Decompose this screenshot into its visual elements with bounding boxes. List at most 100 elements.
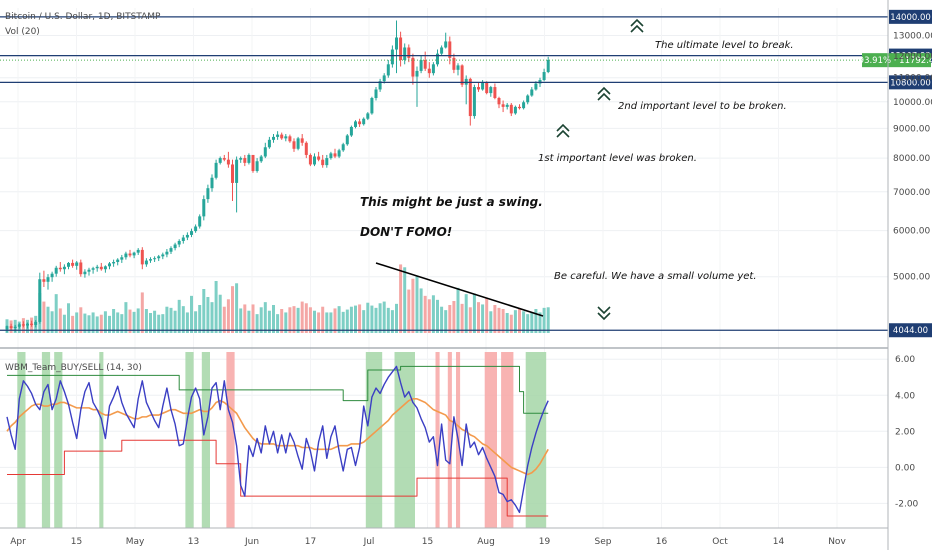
volume-bar: [501, 309, 505, 333]
annotation-ultimate: The ultimate level to break.: [655, 40, 794, 51]
time-tick-label: Jul: [363, 537, 375, 547]
volume-bar: [489, 311, 493, 333]
candle-body: [411, 57, 415, 77]
candle-body: [518, 106, 521, 109]
volume-bar: [358, 304, 362, 333]
candle-body: [448, 41, 452, 58]
candle-body: [399, 37, 403, 60]
volume-bar: [497, 307, 501, 333]
price-tick-label: 10000.00: [893, 98, 932, 108]
candle-body: [99, 266, 103, 270]
indicator-lower-line: [7, 439, 549, 517]
volume-bar: [378, 303, 382, 333]
volume-bar: [140, 292, 144, 333]
candle-body: [280, 134, 284, 139]
volume-bar: [382, 301, 386, 333]
volume-bar: [46, 306, 50, 333]
chevron-up-icon-stroke: [597, 86, 611, 95]
volume-bar: [329, 312, 333, 333]
candle-body: [407, 47, 411, 58]
indicator-tick-label: 0.00: [895, 463, 915, 473]
annotation-first: 1st important level was broken.: [538, 153, 697, 164]
candle-body: [5, 326, 9, 330]
price-tick-label: 13000.00: [893, 32, 932, 42]
volume-bar: [427, 299, 431, 333]
candle-body: [91, 268, 95, 270]
candle-body: [292, 141, 296, 149]
candle-body: [481, 82, 485, 90]
volume-bar: [67, 303, 70, 333]
time-tick-label: 14: [773, 537, 785, 547]
candle-body: [522, 102, 526, 109]
candle-body: [419, 59, 423, 71]
candle-body: [54, 267, 58, 274]
candle-body: [153, 258, 157, 260]
candle-body: [149, 259, 152, 261]
buy-zone: [41, 352, 51, 528]
candle-body: [17, 324, 21, 327]
time-tick-label: 15: [422, 537, 433, 547]
candle-body: [231, 164, 234, 183]
volume-bar: [153, 310, 157, 333]
volume-bars: [5, 264, 550, 333]
candle-body: [71, 262, 75, 266]
volume-bar: [218, 294, 222, 333]
volume-bar: [468, 307, 472, 333]
volume-bar: [161, 314, 165, 333]
candle-body: [255, 161, 259, 172]
candle-body: [272, 136, 275, 140]
candle-body: [485, 82, 489, 94]
chevron-down-icon-stroke: [597, 312, 611, 321]
volume-bar: [308, 307, 312, 333]
volume-bar: [181, 306, 185, 333]
volume-bar: [399, 264, 403, 333]
candle-body: [456, 65, 460, 70]
candle-body: [395, 37, 398, 50]
candle-body: [440, 47, 444, 54]
volume-bar: [431, 295, 435, 333]
volume-bar: [198, 305, 202, 333]
volume-bar: [472, 293, 476, 333]
candle-body: [194, 226, 198, 232]
volume-bar: [448, 305, 452, 333]
candle-body: [329, 153, 333, 159]
candle-body: [198, 216, 202, 227]
candle-body: [165, 251, 169, 255]
time-tick-label: 15: [71, 537, 82, 547]
candle-body: [460, 65, 464, 85]
candle-body: [124, 253, 128, 258]
volume-bar: [226, 299, 230, 333]
volume-bar: [456, 287, 460, 333]
volume-bar: [83, 313, 87, 333]
volume-bar: [284, 312, 288, 333]
candle-body: [267, 139, 271, 148]
candle-body: [177, 240, 181, 245]
buy-zone: [394, 352, 415, 528]
candle-body: [185, 234, 189, 238]
candle-body: [390, 49, 394, 65]
volume-bar: [345, 309, 349, 333]
indicator-tick-label: -2.00: [895, 499, 919, 509]
candle-body: [526, 95, 530, 103]
level-tag-label: 4044.00: [893, 326, 928, 336]
candle-body: [140, 249, 144, 265]
indicator-signal-line: [6, 398, 549, 476]
buy-zone: [525, 352, 547, 528]
candle-body: [103, 266, 107, 270]
candle-body: [161, 254, 165, 257]
volume-bar: [50, 311, 54, 333]
candle-body: [436, 53, 439, 65]
candle-body: [288, 136, 292, 142]
volume-bar: [91, 312, 95, 333]
volume-bar: [124, 302, 128, 333]
candle-body: [108, 263, 111, 267]
volume-bar: [509, 314, 513, 333]
candle-body: [9, 326, 13, 329]
candle-body: [30, 323, 34, 325]
volume-bar: [288, 307, 292, 333]
volume-bar: [95, 316, 99, 333]
candle-body: [403, 47, 407, 60]
candle-body: [444, 41, 448, 48]
volume-bar: [128, 309, 132, 333]
candle-body: [157, 256, 161, 259]
